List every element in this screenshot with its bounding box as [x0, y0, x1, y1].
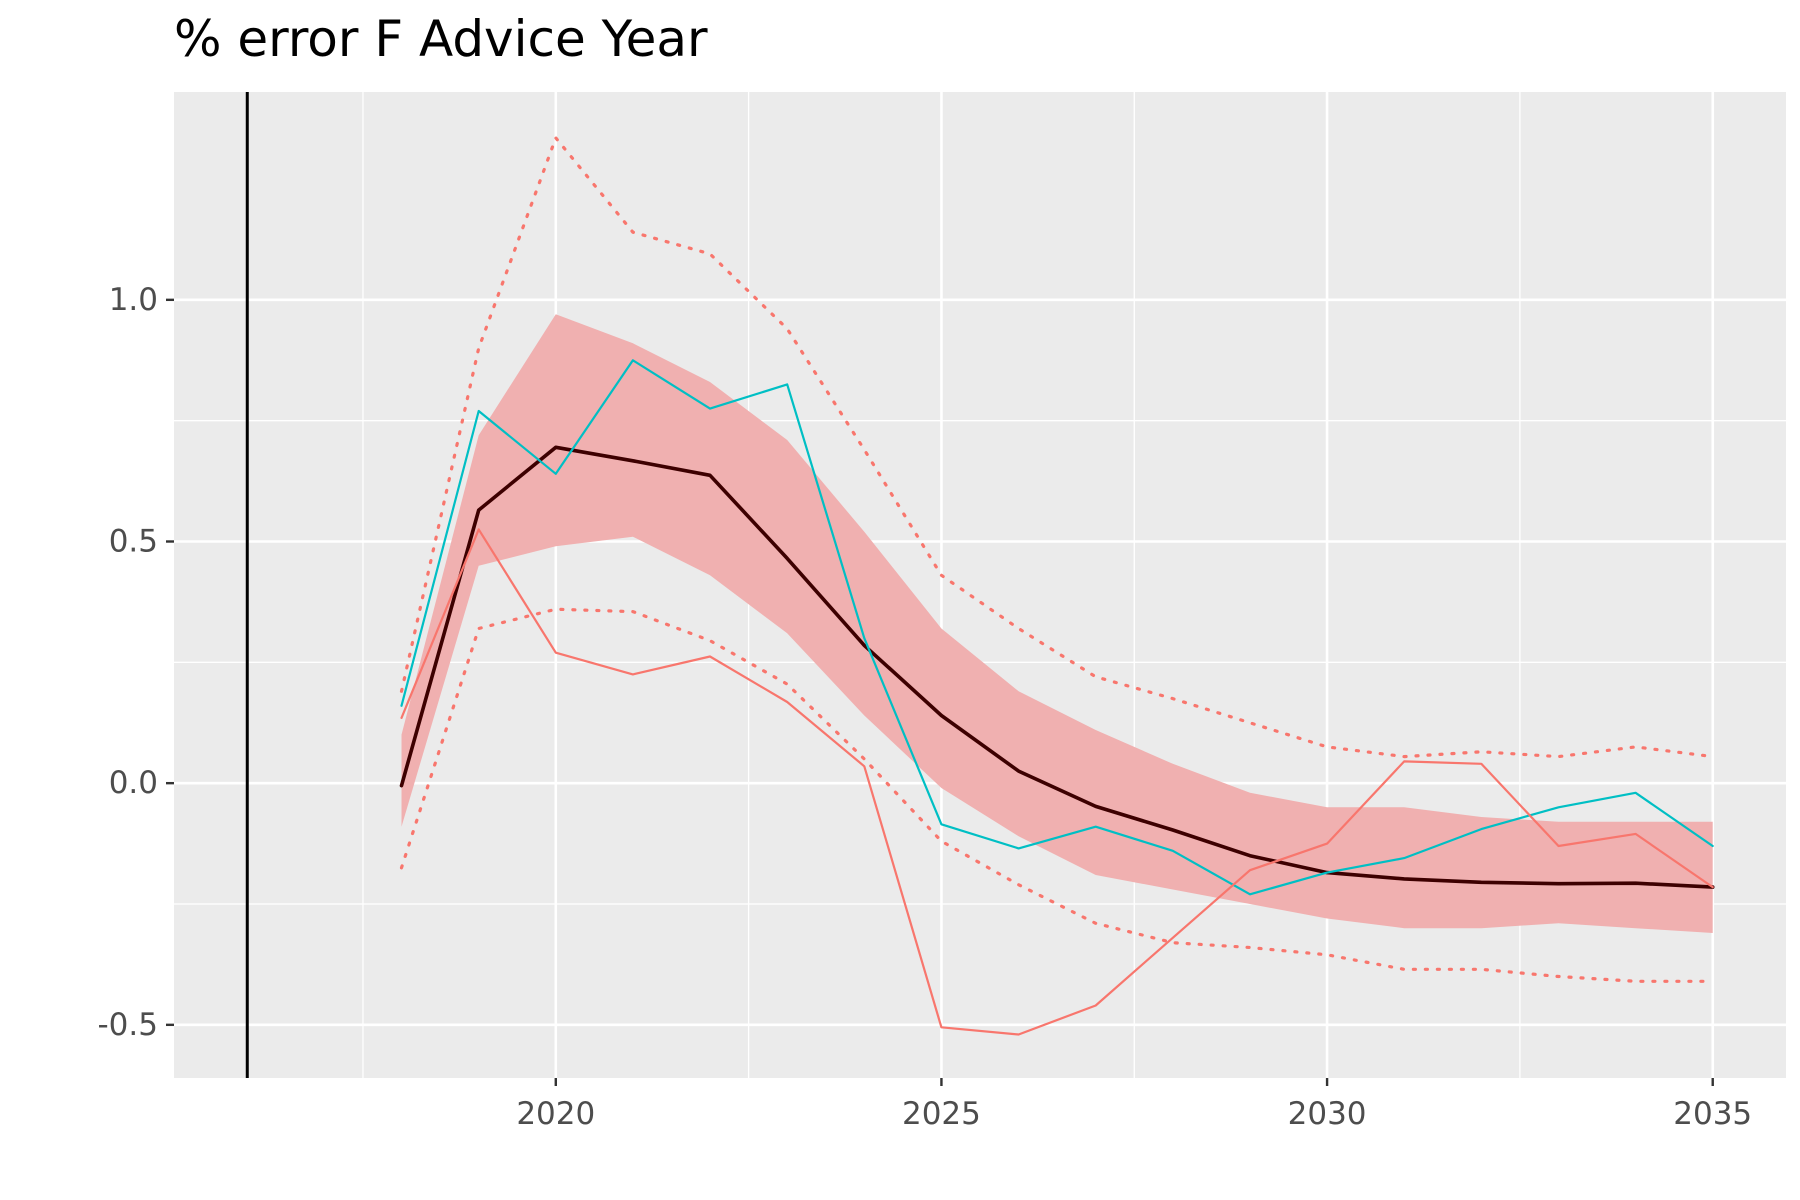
y-tick-label: 0.0 [109, 765, 158, 801]
series-line-1 [400, 359, 1714, 896]
series-line-2 [400, 528, 1714, 1036]
x-tick-label: 2035 [1673, 1096, 1752, 1132]
plot-panel [174, 92, 1786, 1078]
x-tick-label: 2020 [516, 1096, 595, 1132]
series-line-0 [399, 445, 1715, 889]
y-tick-label: 0.5 [109, 524, 158, 560]
x-tick-label: 2030 [1288, 1096, 1367, 1132]
x-tick-label: 2025 [902, 1096, 981, 1132]
y-tick-label: 1.0 [109, 282, 158, 318]
chart-title: % error F Advice Year [174, 10, 708, 68]
series-line-4 [399, 607, 1715, 983]
y-tick-label: -0.5 [98, 1007, 159, 1043]
confidence-band [401, 314, 1713, 933]
